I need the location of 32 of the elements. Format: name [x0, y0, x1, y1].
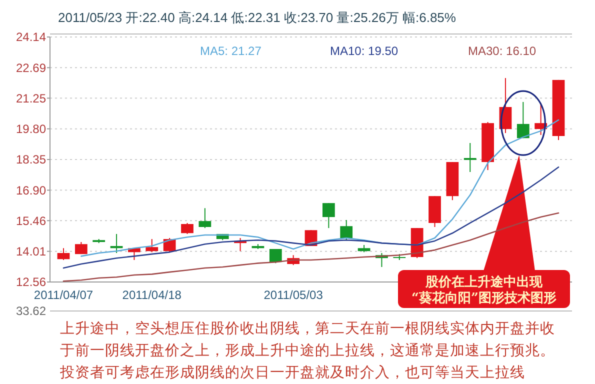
- line-series: [62, 166, 560, 269]
- candlestick: [322, 202, 335, 229]
- x-tick-label: 2011/04/18: [122, 288, 182, 302]
- y-tick-label: 12.56: [16, 275, 46, 290]
- candlestick: [110, 233, 123, 254]
- candlestick: [57, 248, 70, 260]
- x-tick-label: 2011/04/07: [34, 288, 94, 302]
- candlestick: [340, 220, 353, 241]
- y-tick-label: 21.25: [16, 91, 46, 106]
- x-tick-label: 2011/05/03: [264, 288, 324, 302]
- y-tick-label: 15.46: [16, 214, 46, 228]
- y-tick-label: 22.69: [16, 60, 46, 75]
- candlestick: [198, 208, 212, 229]
- candlestick: [181, 222, 194, 234]
- y-tick-label: 18.35: [16, 152, 46, 167]
- y-tick-label: 19.80: [16, 122, 46, 136]
- candlestick: [464, 142, 476, 172]
- y-tick-label: 16.90: [16, 183, 46, 198]
- text: 33.62: [16, 304, 46, 318]
- chart-title: 2011/05/23 开:22.40 高:24.14 低:22.31 收:23.70 量:25.26万 幅:6.85%: [58, 10, 456, 25]
- line-series: [80, 119, 560, 257]
- y-tick-label: 24.14: [16, 30, 46, 44]
- text: MA5: 21.27: [200, 44, 262, 58]
- candlestick: [146, 238, 158, 253]
- annotation: 股价在上升途中出现 “葵花向阳”图形技术图形: [412, 274, 556, 306]
- candlestick: [74, 242, 88, 255]
- y-tick-label: 14.01: [16, 244, 46, 259]
- text: MA30: 16.10: [468, 44, 536, 58]
- text: 上升途中，空头想压住股价收出阴线，第二天在前一根阴线实体内开盘并收于前一阴线开盘价之上，形成上升中途的上拉线，这通常是加速上行预兆。投资者可考虑在形成阴线的次日一开盘就及时介入，也可等当天上拉线: [59, 320, 555, 381]
- text: MA10: 19.50: [330, 44, 398, 58]
- candlestick: [269, 248, 282, 264]
- candlestick: [516, 101, 530, 139]
